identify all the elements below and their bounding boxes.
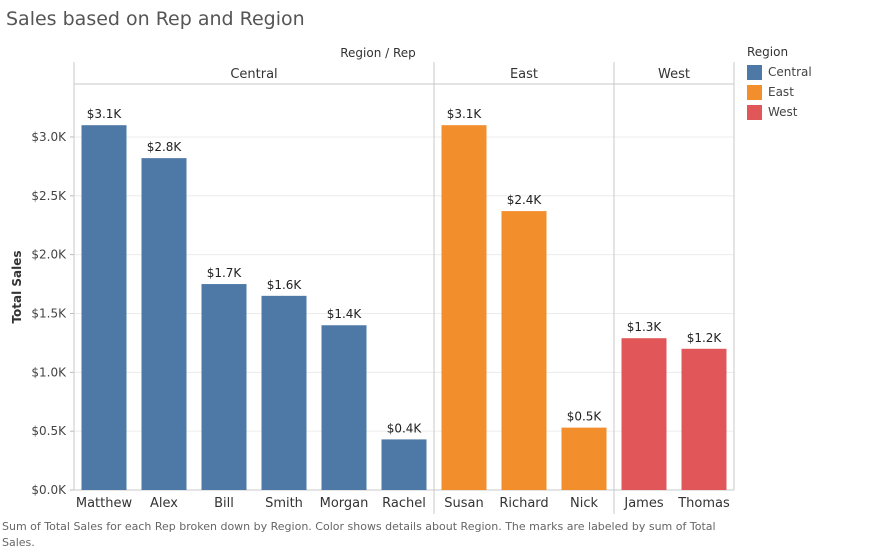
chart-title: Sales based on Rep and Region <box>6 8 305 30</box>
legend-item-east[interactable]: East <box>747 82 812 102</box>
x-tick-label: James <box>623 496 663 511</box>
region-header-west: West <box>658 67 690 82</box>
bar-bill <box>201 284 247 490</box>
chart-caption: Sum of Total Sales for each Rep broken d… <box>2 520 716 549</box>
bar-value-label: $3.1K <box>447 107 483 121</box>
legend-swatch-west <box>747 104 762 120</box>
x-tick-label: Morgan <box>320 496 369 511</box>
x-tick-label: Nick <box>570 496 598 511</box>
bar-value-label: $1.4K <box>327 307 363 321</box>
x-tick-label: Smith <box>265 496 303 511</box>
y-tick-label: $2.5K <box>31 189 67 203</box>
bar-value-label: $3.1K <box>87 107 123 121</box>
legend-label-east: East <box>768 85 794 99</box>
x-tick-label: Bill <box>214 496 234 511</box>
bar-value-label: $1.3K <box>627 320 663 334</box>
legend-label-west: West <box>768 105 798 119</box>
y-tick-label: $3.0K <box>31 130 67 144</box>
bar-alex <box>141 158 187 490</box>
bar-james <box>621 338 667 490</box>
y-tick-label: $0.5K <box>31 424 67 438</box>
x-tick-label: Rachel <box>382 496 426 511</box>
bar-value-label: $1.2K <box>687 331 723 345</box>
y-axis-title: Total Sales <box>10 250 24 323</box>
legend: Region Central East West <box>747 45 812 122</box>
bar-susan <box>441 125 487 490</box>
y-tick-label: $1.0K <box>31 365 67 379</box>
legend-swatch-central <box>747 64 762 80</box>
legend-item-west[interactable]: West <box>747 102 812 122</box>
x-tick-label: Susan <box>444 496 483 511</box>
x-tick-label: Richard <box>499 496 548 511</box>
bar-chart: $0.0K $0.5K $1.0K $1.5K $2.0K $2.5K $3.0K Total… <box>10 46 735 514</box>
legend-title: Region <box>747 45 789 59</box>
region-header-central: Central <box>230 67 277 82</box>
legend-label-central: Central <box>768 65 812 79</box>
bar-smith <box>261 295 307 490</box>
bar-rachel <box>381 439 427 490</box>
x-tick-label: Thomas <box>677 496 730 511</box>
y-tick-label: $2.0K <box>31 248 67 262</box>
bar-richard <box>501 211 547 491</box>
x-tick-label: Matthew <box>76 496 133 511</box>
bar-nick <box>561 427 607 490</box>
bar-value-label: $1.6K <box>267 278 303 292</box>
y-tick-label: $0.0K <box>31 483 67 497</box>
legend-item-central[interactable]: Central <box>747 62 812 82</box>
bar-value-label: $1.7K <box>207 266 243 280</box>
bar-value-label: $2.4K <box>507 193 543 207</box>
bar-thomas <box>681 348 727 490</box>
legend-swatch-east <box>747 84 762 100</box>
bar-matthew <box>81 125 127 490</box>
bar-value-label: $0.4K <box>387 421 423 435</box>
bar-value-label: $0.5K <box>567 410 603 424</box>
bar-value-label: $2.8K <box>147 140 183 154</box>
x-tick-label: Alex <box>150 496 178 511</box>
bar-morgan <box>321 325 367 490</box>
column-header-title: Region / Rep <box>340 46 416 60</box>
y-tick-label: $1.5K <box>31 306 67 320</box>
region-header-east: East <box>510 67 538 82</box>
